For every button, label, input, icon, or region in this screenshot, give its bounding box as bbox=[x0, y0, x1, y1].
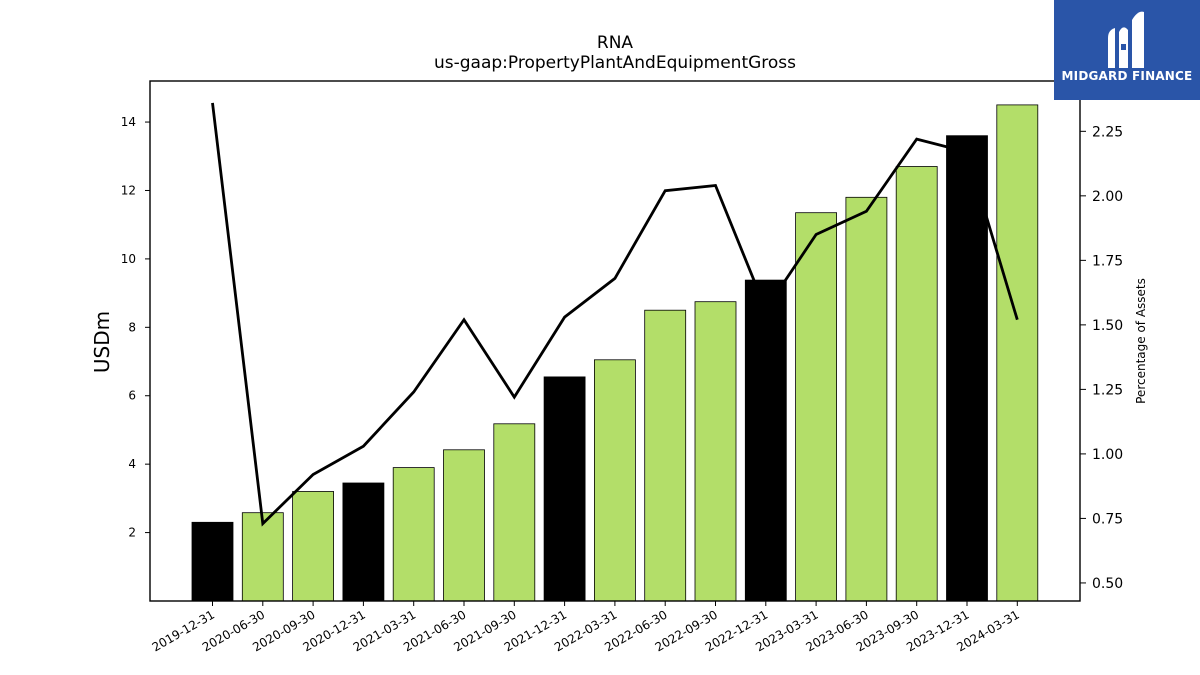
y-tick-label-right: 1.25 bbox=[1092, 382, 1123, 398]
series-line bbox=[211, 102, 1019, 527]
y-tick-label-left: 2 bbox=[128, 526, 136, 540]
brand-logo: MIDGARD FINANCE bbox=[1054, 0, 1200, 100]
y-tick-label-right: 1.75 bbox=[1092, 253, 1123, 269]
y-axis-label-right: Percentage of Assets bbox=[1134, 278, 1148, 404]
left-axis: 2 4 6 8 10 12 14 bbox=[121, 115, 150, 540]
bar bbox=[744, 279, 787, 602]
bar bbox=[493, 423, 536, 602]
y-tick-label-left: 12 bbox=[121, 183, 136, 197]
chart-title: RNA bbox=[597, 33, 634, 53]
y-tick-label-left: 10 bbox=[121, 252, 136, 266]
y-tick-label-right: 2.00 bbox=[1092, 189, 1123, 205]
y-tick-label-left: 6 bbox=[128, 389, 136, 403]
bar bbox=[795, 212, 837, 602]
y-tick-label-left: 14 bbox=[121, 115, 136, 129]
bar bbox=[342, 482, 385, 602]
y-tick-label-right: 0.50 bbox=[1092, 576, 1123, 592]
bar bbox=[946, 135, 988, 602]
bar bbox=[392, 467, 435, 602]
bar bbox=[845, 196, 888, 602]
y-tick-label-right: 1.00 bbox=[1092, 447, 1123, 463]
logo-mark-icon bbox=[1108, 11, 1144, 68]
bar bbox=[694, 301, 737, 602]
y-tick-label-right: 1.50 bbox=[1092, 318, 1123, 334]
bar bbox=[594, 359, 636, 602]
y-tick-label-left: 8 bbox=[128, 320, 136, 334]
right-axis: 0.50 0.75 1.00 1.25 1.50 1.75 2.00 2.25 bbox=[1080, 124, 1123, 592]
chart-subtitle: us-gaap:PropertyPlantAndEquipmentGross bbox=[434, 53, 796, 73]
bar-group bbox=[191, 104, 1039, 602]
plot-frame bbox=[149, 80, 1081, 602]
bar bbox=[996, 104, 1039, 602]
bar bbox=[644, 309, 687, 602]
bar bbox=[895, 166, 938, 602]
x-axis: 2019-12-312020-06-302020-09-302020-12-31… bbox=[150, 601, 1022, 654]
y-axis-label-left: USDm bbox=[90, 311, 114, 373]
brand-name: MIDGARD FINANCE bbox=[1061, 69, 1193, 83]
bar bbox=[443, 449, 485, 602]
bar bbox=[191, 521, 234, 602]
bar bbox=[543, 376, 586, 602]
y-tick-label-left: 4 bbox=[128, 457, 136, 471]
bar bbox=[292, 491, 335, 602]
y-tick-label-right: 2.25 bbox=[1092, 124, 1123, 140]
y-tick-label-right: 0.75 bbox=[1092, 511, 1123, 527]
bar bbox=[241, 512, 284, 602]
line-layer bbox=[211, 102, 1019, 527]
